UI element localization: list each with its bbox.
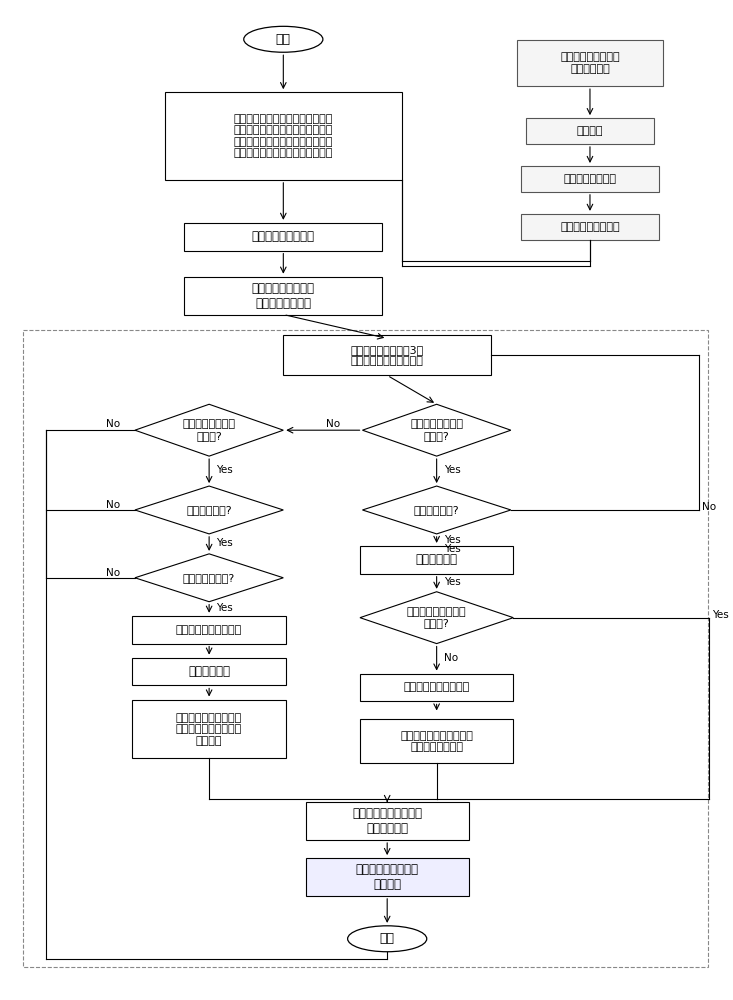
Text: 发送预控信息: 发送预控信息 [188,665,230,678]
Text: 获取该级带式输送机3处
物料瞬时流量计算平均值: 获取该级带式输送机3处 物料瞬时流量计算平均值 [350,345,424,366]
FancyBboxPatch shape [526,118,655,144]
Text: 实时网络拓扑图显示: 实时网络拓扑图显示 [560,222,620,232]
FancyBboxPatch shape [520,214,659,240]
Text: 结束: 结束 [380,932,394,945]
Polygon shape [135,554,284,602]
Text: No: No [325,419,340,429]
FancyBboxPatch shape [517,40,663,86]
Text: 是否为最后一级带式
输送机?: 是否为最后一级带式 输送机? [407,607,466,628]
Text: 提升当前该级及其后续
各级带式输送机带速至
额定带速: 提升当前该级及其后续 各级带式输送机带速至 额定带速 [176,713,242,746]
FancyBboxPatch shape [133,616,286,644]
Text: 开始: 开始 [276,33,291,46]
FancyBboxPatch shape [133,700,286,758]
FancyBboxPatch shape [284,335,491,375]
Text: Yes: Yes [443,535,460,545]
Text: 取当前带式输送机地址: 取当前带式输送机地址 [176,625,242,635]
Text: 计算物料瞬时流量: 计算物料瞬时流量 [564,174,616,184]
FancyBboxPatch shape [360,546,513,574]
Text: Yes: Yes [443,544,460,554]
FancyBboxPatch shape [360,674,513,701]
Text: Yes: Yes [712,610,729,620]
Text: 超过预设时间?: 超过预设时间? [414,505,460,515]
Text: 启动多级带式输送机
调速控制决策程序: 启动多级带式输送机 调速控制决策程序 [252,282,314,310]
Text: 超过预设时间?: 超过预设时间? [186,505,232,515]
Polygon shape [135,486,284,534]
Ellipse shape [244,26,323,52]
Text: Yes: Yes [216,603,233,613]
Text: No: No [701,502,716,512]
Text: 激光扫描仪和光电编
码器数据更新: 激光扫描仪和光电编 码器数据更新 [560,52,620,74]
FancyBboxPatch shape [306,802,469,840]
Text: Yes: Yes [216,465,233,475]
FancyBboxPatch shape [165,92,402,180]
Text: 数据融合: 数据融合 [577,126,603,136]
Text: 物料瞬时流量高于
设定值?: 物料瞬时流量高于 设定值? [183,419,235,441]
FancyBboxPatch shape [133,658,286,685]
Text: 现场执行模块控制变
频器输出: 现场执行模块控制变 频器输出 [356,863,419,891]
Text: Yes: Yes [216,538,233,548]
FancyBboxPatch shape [185,277,382,315]
Text: 带速低于额定值?: 带速低于额定值? [183,573,235,583]
Text: No: No [106,419,120,429]
Polygon shape [360,592,513,644]
Text: 发送预控信息: 发送预控信息 [416,553,457,566]
Text: 带式输送机地址解码: 带式输送机地址解码 [252,230,314,243]
Ellipse shape [347,926,427,952]
Text: No: No [106,500,120,510]
FancyBboxPatch shape [185,223,382,251]
FancyBboxPatch shape [306,858,469,896]
Polygon shape [135,404,284,456]
Text: 物料瞬时流量低于
设定值?: 物料瞬时流量低于 设定值? [410,419,463,441]
Text: 各级带式输送机编号（每级带式输
送机均有唯一编号标识）。获取各
级带式输送机信号采集与处理模块
发送来的物料瞬时流量、带速信息: 各级带式输送机编号（每级带式输 送机均有唯一编号标识）。获取各 级带式输送机信号… [234,114,333,158]
Text: Yes: Yes [443,465,460,475]
Text: No: No [106,568,120,578]
Text: 选通需要调速的带式输
送机控制开关: 选通需要调速的带式输 送机控制开关 [352,807,422,835]
Text: Yes: Yes [443,577,460,587]
FancyBboxPatch shape [520,166,659,192]
Polygon shape [362,404,511,456]
FancyBboxPatch shape [360,719,513,763]
Polygon shape [362,486,511,534]
Text: No: No [443,653,457,663]
Text: 取当前带式输送机地址: 取当前带式输送机地址 [404,682,470,692]
Text: 降低当前该级及其后续各
级带式输送机带速: 降低当前该级及其后续各 级带式输送机带速 [400,731,473,752]
